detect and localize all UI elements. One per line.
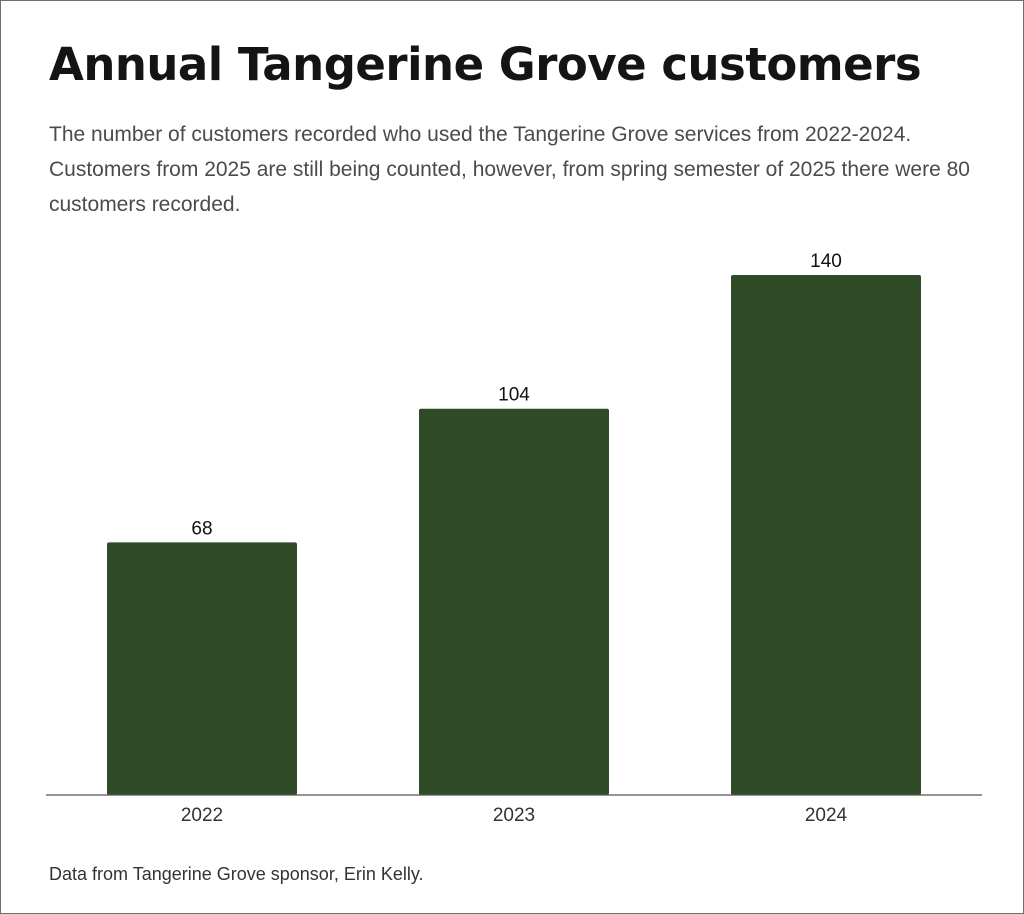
bars-group bbox=[107, 275, 921, 795]
bar-2024 bbox=[731, 275, 921, 795]
x-tick-label-2024: 2024 bbox=[805, 805, 848, 826]
chart-title: Annual Tangerine Grove customers bbox=[49, 38, 922, 91]
chart-subtitle: The number of customers recorded who use… bbox=[49, 123, 970, 216]
value-labels-group: 68 104 140 bbox=[191, 251, 841, 539]
bar-2022 bbox=[107, 542, 297, 795]
x-tick-label-2022: 2022 bbox=[181, 805, 223, 826]
x-tick-labels-group: 2022 2023 2024 bbox=[181, 805, 848, 826]
value-label-2022: 68 bbox=[191, 518, 212, 539]
value-label-2023: 104 bbox=[498, 385, 530, 406]
x-tick-label-2023: 2023 bbox=[493, 805, 535, 826]
bar-2023 bbox=[419, 408, 609, 795]
value-label-2024: 140 bbox=[810, 251, 842, 272]
data-source-note: Data from Tangerine Grove sponsor, Erin … bbox=[49, 864, 424, 884]
